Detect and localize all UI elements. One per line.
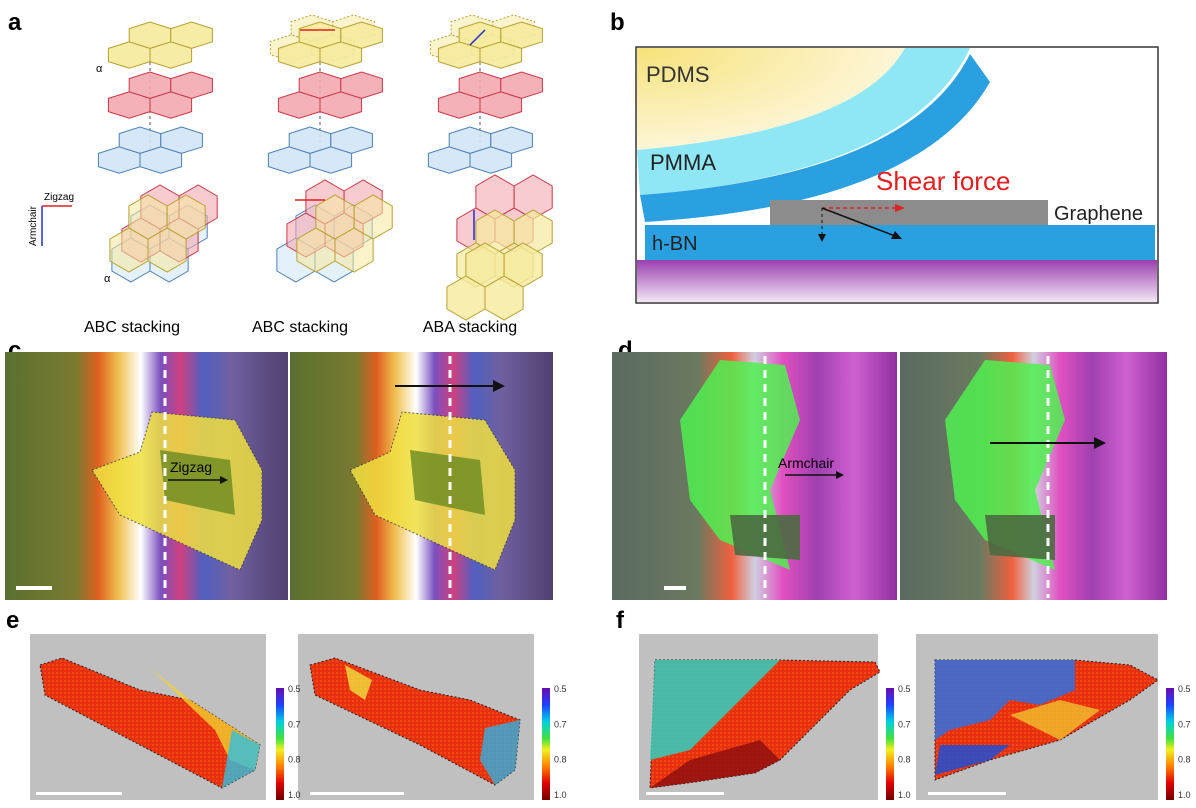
- axis-label: Armchair: [28, 205, 39, 246]
- colorbar-label: 0.8: [288, 755, 301, 765]
- panel-label: a: [8, 9, 22, 36]
- colorbar-label: 0.8: [554, 755, 567, 765]
- layer-label: PMMA: [650, 150, 716, 175]
- colorbar-label: 0.5: [898, 684, 911, 694]
- colorbar-label: 0.8: [898, 755, 911, 765]
- direction-label: Zigzag: [170, 459, 212, 475]
- colorbar-label: 0.7: [898, 719, 911, 729]
- colorbar-label: 0.5: [288, 684, 301, 694]
- micrograph: [5, 352, 553, 600]
- layer-label: PDMS: [646, 62, 710, 87]
- layer-label: h-BN: [652, 233, 698, 255]
- caption: ABC stacking: [84, 319, 180, 336]
- direction-label: Armchair: [778, 455, 834, 471]
- panel-label: e: [6, 607, 19, 634]
- colorbar-label: 0.7: [1178, 719, 1191, 729]
- angle-label: α: [104, 273, 111, 285]
- colorbar: [1166, 688, 1174, 800]
- colorbar-label: 0.8: [1178, 755, 1191, 765]
- layer-label: Graphene: [1054, 203, 1143, 225]
- colorbar: [276, 688, 284, 800]
- colorbar: [886, 688, 894, 800]
- axis-label: Zigzag: [44, 192, 74, 203]
- panel-label: b: [610, 9, 625, 36]
- colorbar-label: 1.0: [288, 790, 301, 800]
- colorbar-label: 1.0: [1178, 790, 1191, 800]
- force-label: Shear force: [876, 166, 1010, 196]
- caption: ABC stacking: [252, 319, 348, 336]
- colorbar-label: 0.7: [288, 719, 301, 729]
- colorbar-label: 0.7: [554, 719, 567, 729]
- caption: ABA stacking: [423, 319, 517, 336]
- ratio-map: [639, 634, 1158, 800]
- colorbar: [542, 688, 550, 800]
- colorbar-label: 1.0: [554, 790, 567, 800]
- colorbar-label: 1.0: [898, 790, 911, 800]
- colorbar-label: 0.5: [554, 684, 567, 694]
- panel-label: f: [616, 607, 625, 634]
- figure: a Zigzag Armchair α α ABC stacking ABC s…: [0, 0, 1196, 803]
- hexagon-diagram: [98, 15, 552, 320]
- angle-label: α: [96, 63, 103, 75]
- colorbar-label: 0.5: [1178, 684, 1191, 694]
- micrograph: [612, 352, 1167, 600]
